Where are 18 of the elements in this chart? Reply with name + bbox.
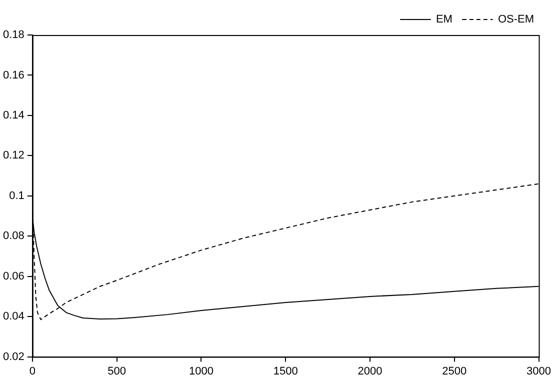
- legend-label: OS-EM: [498, 14, 534, 26]
- y-tick-label: 0.02: [2, 350, 24, 363]
- y-tick-label: 0.12: [2, 150, 24, 162]
- y-tick-label: 0.08: [2, 230, 24, 242]
- x-tick-label: 1500: [273, 365, 298, 378]
- y-tick-label: 0.14: [2, 109, 24, 122]
- y-tick-label: 0.06: [2, 270, 24, 282]
- y-tick-label: 0.1: [9, 190, 24, 202]
- y-tick-label: 0.04: [2, 310, 24, 323]
- legend-label: EM: [436, 14, 452, 26]
- x-tick-label: 1000: [188, 365, 214, 378]
- x-tick-label: 500: [108, 365, 126, 378]
- x-tick-label: 3000: [526, 365, 552, 378]
- y-tick-label: 0.18: [2, 29, 24, 42]
- x-tick-label: 2000: [358, 365, 382, 378]
- x-tick-label: 0: [29, 365, 36, 378]
- y-tick-label: 0.16: [2, 69, 24, 82]
- x-tick-label: 2500: [442, 365, 467, 378]
